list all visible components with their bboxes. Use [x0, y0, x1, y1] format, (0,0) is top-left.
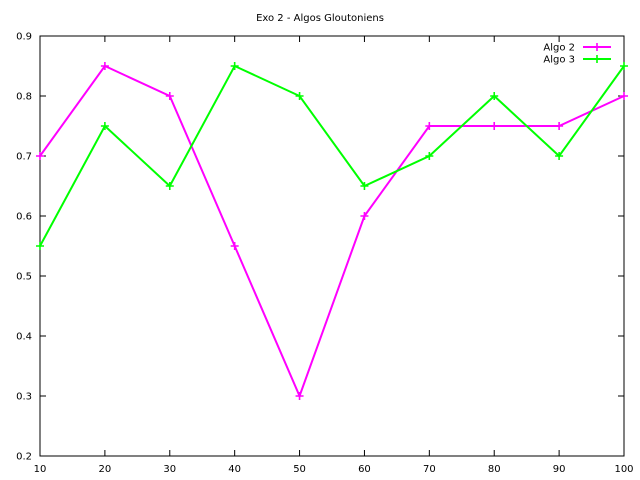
- y-tick-label: 0.9: [16, 32, 32, 43]
- data-point: [425, 152, 434, 160]
- data-point: [620, 62, 628, 70]
- data-point: [230, 242, 239, 250]
- legend-marker: [593, 55, 601, 63]
- legend-label: Algo 3: [543, 55, 575, 66]
- x-tick-label: 20: [99, 464, 112, 475]
- y-tick-label: 0.3: [16, 392, 32, 403]
- series-line: [39, 64, 625, 247]
- data-point: [36, 242, 44, 250]
- data-point: [490, 92, 499, 100]
- data-point: [295, 392, 304, 400]
- plot-frame: [39, 35, 625, 457]
- series-line: [39, 64, 625, 399]
- y-tick-label: 0.2: [16, 452, 32, 463]
- x-tick-label: 10: [34, 464, 47, 475]
- y-tick-label: 0.7: [16, 152, 32, 163]
- data-point: [360, 212, 369, 220]
- x-tick-label: 30: [163, 464, 176, 475]
- x-tick-label: 60: [358, 464, 371, 475]
- data-point: [555, 122, 564, 130]
- data-point: [620, 92, 628, 100]
- data-point: [100, 62, 109, 70]
- data-point: [360, 182, 369, 190]
- y-tick-label: 0.8: [16, 92, 32, 103]
- data-point: [165, 182, 174, 190]
- x-tick-label: 80: [488, 464, 501, 475]
- y-tick-label: 0.6: [16, 212, 32, 223]
- data-point: [490, 122, 499, 130]
- y-tick-label: 0.5: [16, 272, 32, 283]
- series-layer: [36, 62, 628, 400]
- series-2: [36, 62, 628, 250]
- legend-label: Algo 2: [543, 43, 575, 54]
- x-tick-label: 90: [553, 464, 566, 475]
- y-tick-label: 0.4: [16, 332, 32, 343]
- data-point: [230, 62, 239, 70]
- data-point: [36, 152, 44, 160]
- chart-title: Exo 2 - Algos Gloutoniens: [256, 13, 384, 24]
- axes: 0.2 0.3 0.4 0.5 0.6 0.7 0.8 0.9 10 20 30 40 50 60 70 80…: [16, 32, 633, 476]
- series-1: [36, 62, 628, 400]
- x-tick-label: 70: [423, 464, 436, 475]
- data-point: [425, 122, 434, 130]
- data-point: [100, 122, 109, 130]
- x-tick-label: 40: [228, 464, 241, 475]
- x-tick-label: 50: [293, 464, 306, 475]
- data-point: [555, 152, 564, 160]
- data-point: [165, 92, 174, 100]
- data-point: [295, 92, 304, 100]
- x-tick-label: 100: [614, 464, 633, 475]
- legend-marker: [593, 43, 601, 51]
